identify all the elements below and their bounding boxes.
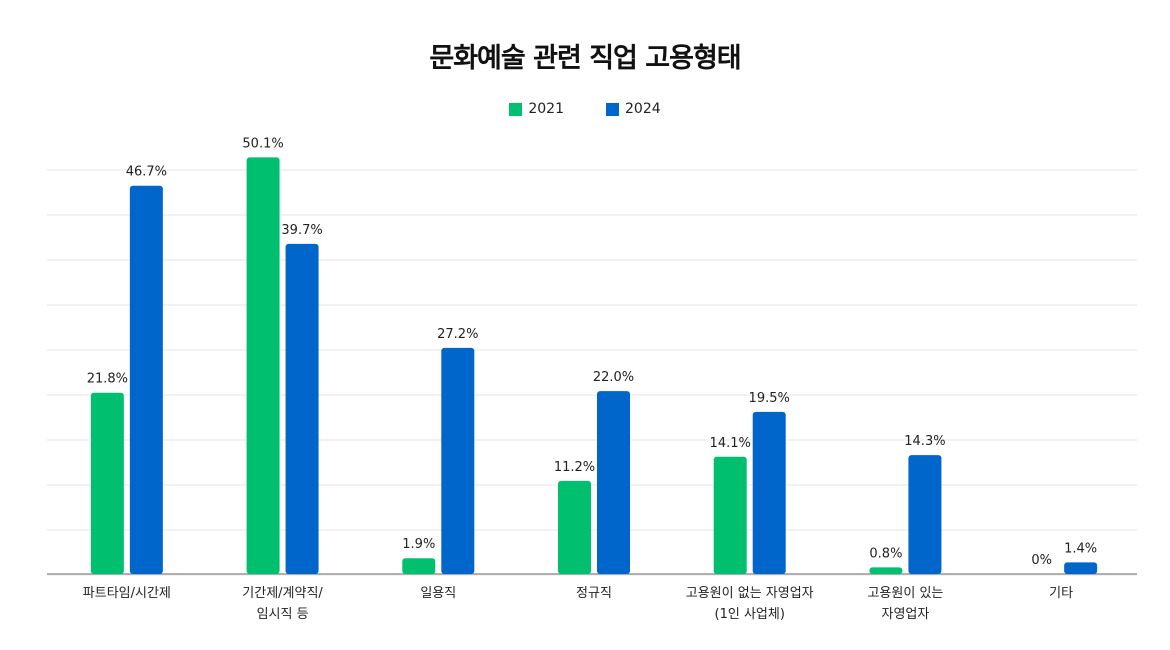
data-label-2021-6: 0% (1031, 553, 1052, 568)
bar-2021-0 (90, 392, 124, 574)
category-label-1-1: 임시직 등 (257, 607, 309, 622)
category-label-4-0: 고용원이 없는 자영업자 (686, 586, 814, 601)
bar-2021-2 (402, 558, 436, 574)
chart-title: 문화예술 관련 직업 고용형태 (429, 43, 741, 74)
legend-swatch-2024 (606, 102, 619, 116)
bar-2024-1 (285, 243, 319, 574)
category-label-5-1: 자영업자 (882, 607, 930, 622)
data-label-2021-1: 50.1% (242, 136, 283, 151)
data-label-2024-1: 39.7% (281, 223, 322, 238)
category-label-6-0: 기타 (1049, 586, 1073, 601)
data-label-2021-3: 11.2% (554, 460, 595, 475)
data-label-2024-3: 22.0% (593, 370, 634, 385)
category-label-3-0: 정규직 (576, 586, 612, 601)
bar-2021-5 (869, 567, 903, 574)
data-label-2021-0: 21.8% (87, 372, 128, 387)
bar-2024-0 (129, 185, 163, 574)
category-label-5-0: 고용원이 있는 (867, 586, 943, 601)
category-label-0-0: 파트타임/시간제 (83, 586, 171, 601)
category-label-1-0: 기간제/계약직/ (242, 586, 323, 601)
legend-label-2024: 2024 (625, 101, 661, 117)
category-label-2-0: 일용직 (420, 586, 456, 601)
data-label-2024-5: 14.3% (904, 434, 945, 449)
data-label-2021-4: 14.1% (710, 436, 751, 451)
data-label-2024-4: 19.5% (749, 391, 790, 406)
legend-item-2024: 2024 (606, 101, 661, 117)
legend-swatch-2021 (509, 102, 523, 116)
bar-2024-4 (752, 411, 786, 574)
bar-2024-5 (908, 455, 942, 574)
bar-2021-3 (558, 480, 591, 574)
bar-2024-3 (597, 391, 630, 574)
data-label-2021-5: 0.8% (869, 546, 902, 561)
category-label-4-1: (1인 사업체) (715, 607, 785, 622)
bar-2021-4 (713, 456, 747, 574)
legend-item-2021: 2021 (509, 101, 564, 117)
data-label-2024-6: 1.4% (1064, 541, 1097, 556)
bar-2021-1 (246, 157, 280, 574)
legend-label-2021: 2021 (528, 101, 564, 117)
data-label-2024-0: 46.7% (126, 165, 167, 180)
data-label-2024-2: 27.2% (437, 327, 478, 342)
bar-2024-6 (1064, 562, 1098, 574)
chart-legend: 2021 2024 (0, 101, 1170, 117)
bar-2024-2 (441, 347, 475, 574)
data-label-2021-2: 1.9% (402, 537, 435, 552)
